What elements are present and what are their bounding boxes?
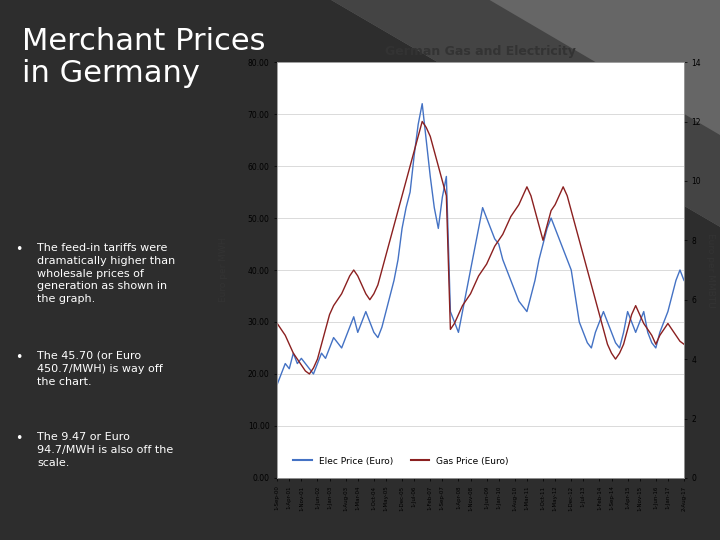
Text: The 9.47 or Euro
94.7/MWH is also off the
scale.: The 9.47 or Euro 94.7/MWH is also off th… (37, 432, 174, 468)
Line: Gas Price (Euro): Gas Price (Euro) (277, 122, 684, 374)
Text: •: • (15, 432, 22, 445)
Elec Price (Euro) (349, 314, 358, 320)
Elec Price (Euro) (462, 288, 471, 294)
Elec Price (Euro) (595, 319, 604, 325)
Elec Price (Euro) (627, 319, 636, 325)
Gas Price (Euro) (467, 291, 475, 297)
Title: German Gas and Electricity: German Gas and Electricity (385, 45, 576, 58)
Polygon shape (331, 0, 720, 227)
Text: Merchant Prices
in Germany: Merchant Prices in Germany (22, 27, 266, 89)
Text: The 45.70 (or Euro
450.7/MWH) is way off
the chart.: The 45.70 (or Euro 450.7/MWH) is way off… (37, 351, 163, 387)
Gas Price (Euro) (631, 302, 640, 309)
Legend: Elec Price (Euro), Gas Price (Euro): Elec Price (Euro), Gas Price (Euro) (290, 453, 513, 469)
Text: •: • (15, 351, 22, 364)
Polygon shape (331, 0, 720, 227)
Gas Price (Euro) (418, 118, 426, 125)
Gas Price (Euro) (599, 326, 608, 333)
Gas Price (Euro) (354, 273, 362, 279)
Text: •: • (15, 243, 22, 256)
Elec Price (Euro) (563, 256, 572, 263)
Gas Price (Euro) (305, 371, 314, 377)
Elec Price (Euro) (680, 277, 688, 284)
Gas Price (Euro) (366, 296, 374, 303)
Gas Price (Euro) (680, 341, 688, 348)
Y-axis label: Euro per MWH: Euro per MWH (220, 238, 228, 302)
Elec Price (Euro) (418, 100, 426, 107)
Gas Price (Euro) (567, 207, 575, 214)
Y-axis label: Euro per MMBTU: Euro per MMBTU (706, 233, 715, 307)
Elec Price (Euro) (361, 308, 370, 315)
Text: The feed-in tariffs were
dramatically higher than
wholesale prices of
generation: The feed-in tariffs were dramatically hi… (37, 243, 176, 304)
Elec Price (Euro) (273, 381, 282, 388)
Line: Elec Price (Euro): Elec Price (Euro) (277, 104, 684, 384)
Gas Price (Euro) (273, 320, 282, 327)
